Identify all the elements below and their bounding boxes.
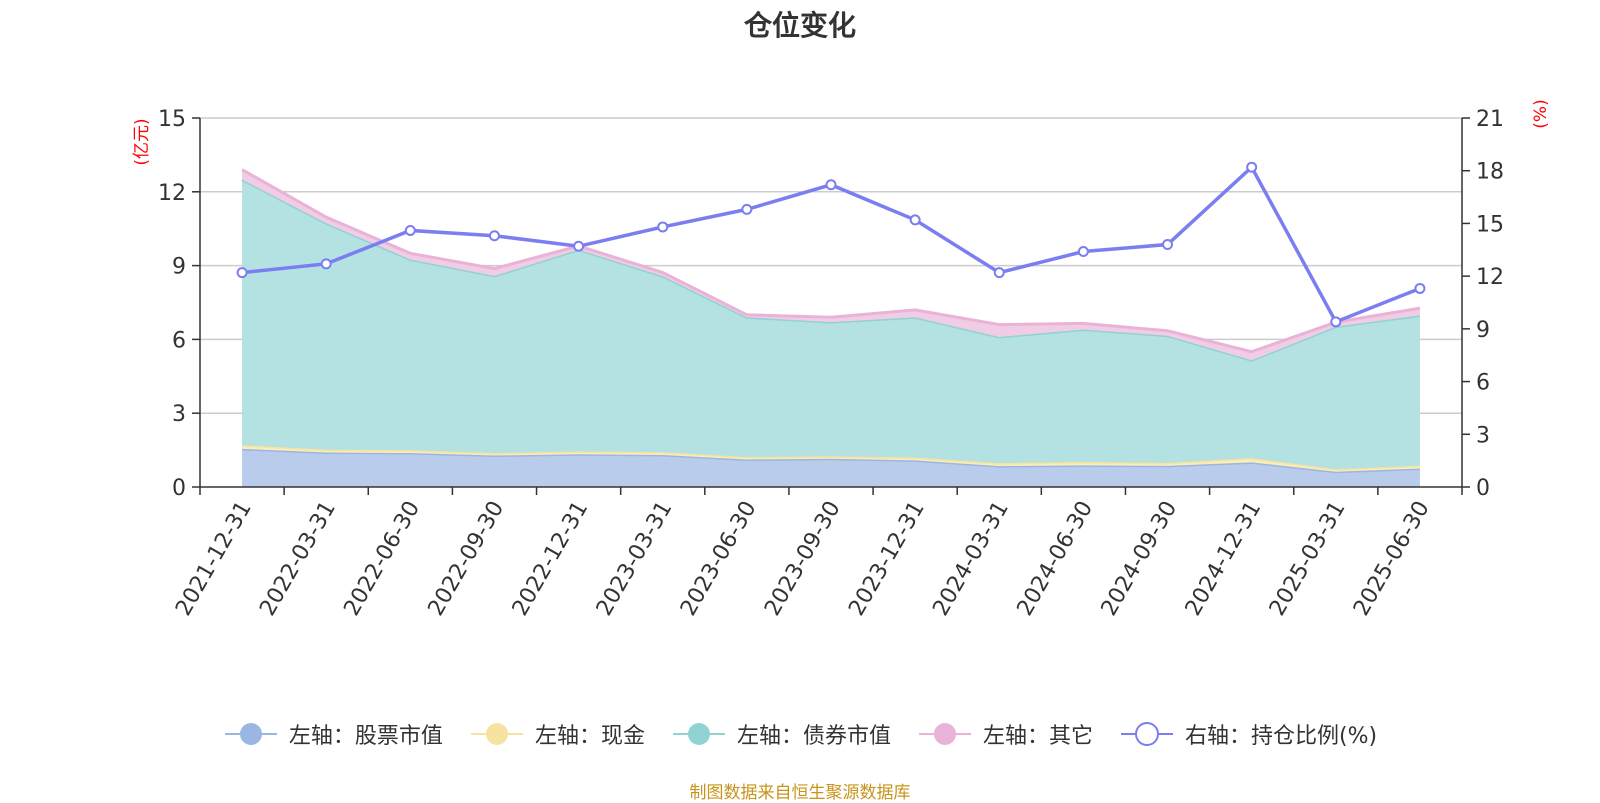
source-footer: 制图数据来自恒生聚源数据库 [689,783,911,803]
x-tick-label: 2023-12-31 [844,497,930,620]
area-series-1 [242,445,1420,472]
x-tick-label: 2022-12-31 [508,497,594,620]
right-tick-label: 9 [1476,318,1490,343]
x-tick-label: 2024-06-30 [1013,497,1099,620]
legend-label: 右轴：持仓比例(%) [1184,724,1378,749]
ratio-point [993,267,1005,279]
ratio-point [573,240,585,252]
right-tick-label: 3 [1476,423,1490,448]
x-tick-label: 2023-09-30 [760,497,846,620]
right-axis-unit: (%) [1531,99,1551,128]
legend-marker-icon [1120,722,1173,746]
ratio-point [909,214,921,226]
ratio-point [320,258,332,270]
area-series-3 [242,169,1420,361]
legend-label: 左轴：其它 [982,724,1093,749]
right-tick-label: 6 [1476,371,1490,396]
legend-item[interactable]: 左轴：其它 [917,718,1093,750]
legend-label: 左轴：现金 [534,724,645,749]
legend-marker-icon [470,723,523,745]
ratio-point [741,203,753,215]
legend-item[interactable]: 左轴：债券市值 [671,718,891,750]
left-tick-label: 0 [172,476,186,501]
chart-title: 仓位变化 [743,9,856,42]
legend-label: 左轴：股票市值 [288,724,443,749]
left-tick-label: 6 [172,328,186,353]
stacked-areas [241,168,1421,487]
left-tick-label: 3 [172,402,186,427]
x-tick-label: 2024-03-31 [928,497,1014,620]
x-tick-label: 2022-09-30 [424,497,510,620]
ratio-point [488,230,500,242]
x-tick-label: 2023-06-30 [676,497,762,620]
x-tick-label: 2022-06-30 [339,497,425,620]
ratio-point [1246,161,1258,173]
right-tick-label: 21 [1476,107,1504,132]
legend-marker-icon [672,723,725,745]
right-tick-label: 0 [1476,476,1490,501]
x-tick-label: 2021-12-31 [171,497,257,620]
ratio-line [236,161,1426,328]
ratio-point [1414,282,1426,294]
area-series-2 [242,179,1420,470]
x-tick-label: 2024-09-30 [1097,497,1183,620]
ratio-point [1077,246,1089,258]
left-tick-label: 12 [158,181,186,206]
x-tick-label: 2022-03-31 [255,497,341,620]
right-tick-label: 18 [1476,160,1504,185]
ratio-point [1330,316,1342,328]
ratio-point [1162,239,1174,251]
left-tick-label: 9 [172,255,186,280]
area-edge-3 [241,168,1421,354]
legend: 左轴：股票市值 左轴：现金 左轴：债券市值 左轴：其它 右轴：持仓比例(%) [0,718,1600,750]
ratio-point [236,267,248,279]
legend-marker-icon [918,723,971,745]
left-axis-unit: (亿元) [132,118,152,165]
right-tick-label: 12 [1476,265,1504,290]
x-tick-label: 2025-06-30 [1349,497,1435,620]
left-tick-label: 15 [158,107,186,132]
x-tick-label: 2023-03-31 [592,497,678,620]
ratio-point [404,224,416,236]
legend-item[interactable]: 右轴：持仓比例(%) [1119,718,1377,750]
legend-label: 左轴：债券市值 [736,724,891,749]
area-series-0 [242,448,1420,487]
ratio-point [825,179,837,191]
legend-marker-icon [224,723,277,745]
x-tick-label: 2025-03-31 [1265,497,1351,620]
legend-item[interactable]: 左轴：现金 [469,718,645,750]
legend-item[interactable]: 左轴：股票市值 [223,718,443,750]
ratio-point [657,221,669,233]
right-tick-label: 15 [1476,212,1504,237]
x-tick-label: 2024-12-31 [1181,497,1267,620]
